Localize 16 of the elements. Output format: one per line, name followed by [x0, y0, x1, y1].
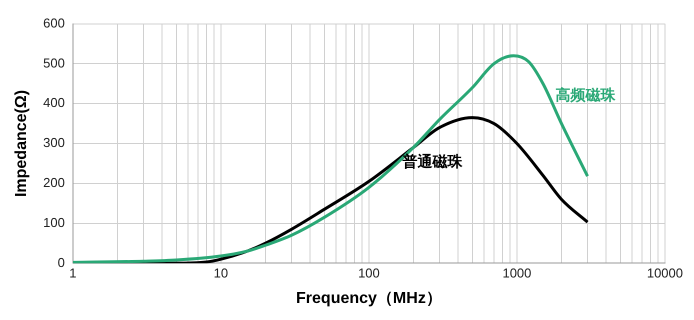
y-tick-label: 0 [58, 254, 65, 270]
x-tick-label: 10 [214, 266, 228, 281]
y-tick-label: 200 [43, 174, 65, 190]
x-tick-label: 10000 [646, 266, 684, 281]
x-tick-label: 100 [358, 266, 380, 281]
x-tick-label: 1 [69, 266, 77, 281]
series-label: 普通磁珠 [401, 152, 464, 171]
x-tick-label: 1000 [502, 266, 532, 281]
y-tick-label: 100 [43, 214, 65, 230]
series-label: 高频磁珠 [556, 86, 617, 104]
y-axis-title: Impedance(Ω) [13, 90, 30, 198]
y-tick-label: 600 [43, 15, 65, 30]
x-axis-title: Frequency（MHz） [296, 290, 442, 307]
y-tick-label: 300 [43, 135, 65, 150]
y-tick-label: 500 [43, 55, 65, 70]
y-tick-label: 400 [43, 95, 65, 110]
